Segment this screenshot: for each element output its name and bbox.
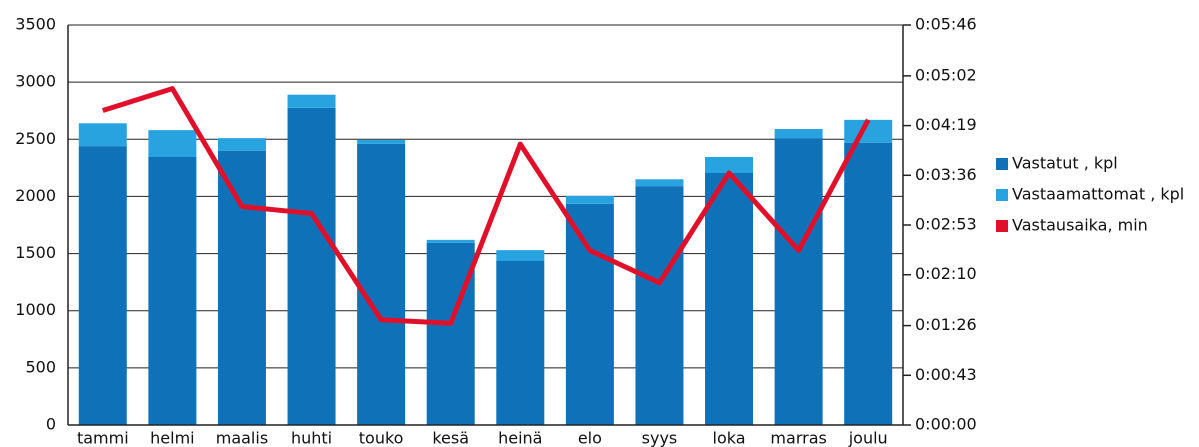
bar	[217, 150, 266, 425]
bar	[774, 138, 823, 425]
x-tick-label: heinä	[498, 429, 542, 447]
y-tick-label: 500	[25, 357, 56, 376]
bar	[844, 119, 893, 143]
y-tick-label: 3500	[15, 15, 56, 34]
bar	[705, 173, 754, 425]
y2-tick-label: 0:00:43	[915, 365, 977, 384]
bar	[148, 157, 197, 425]
y-tick-label: 3000	[15, 72, 56, 91]
bar	[565, 195, 614, 204]
y2-tick-label: 0:05:46	[915, 15, 977, 34]
legend-label: Vastaamattomat , kpl	[1012, 185, 1184, 204]
bar	[635, 186, 684, 425]
y2-tick-label: 0:00:00	[915, 415, 977, 434]
x-tick-label: tammi	[77, 429, 129, 447]
bar	[705, 157, 754, 173]
legend-swatch	[996, 189, 1008, 201]
y-tick-label: 1500	[15, 243, 56, 262]
y2-tick-label: 0:04:19	[915, 115, 977, 134]
bar	[635, 179, 684, 187]
bar	[78, 146, 127, 425]
bar	[565, 203, 614, 425]
bar	[287, 94, 336, 108]
x-tick-label: loka	[713, 429, 746, 447]
bar	[148, 130, 197, 157]
bar	[287, 107, 336, 425]
legend-label: Vastausaika, min	[1012, 216, 1148, 235]
bar	[774, 129, 823, 139]
y-tick-label: 0	[46, 415, 56, 434]
y-tick-label: 1000	[15, 300, 56, 319]
y2-tick-label: 0:05:02	[915, 65, 977, 84]
x-tick-label: syys	[642, 429, 678, 447]
bar	[357, 139, 406, 144]
x-tick-label: helmi	[150, 429, 194, 447]
x-tick-label: marras	[770, 429, 826, 447]
bar	[78, 123, 127, 147]
bar	[496, 250, 545, 261]
bar	[844, 142, 893, 425]
x-tick-label: elo	[578, 429, 602, 447]
y2-tick-label: 0:01:26	[915, 315, 977, 334]
bar	[426, 242, 475, 425]
y2-tick-label: 0:03:36	[915, 165, 977, 184]
bar	[357, 143, 406, 425]
y-tick-label: 2500	[15, 129, 56, 148]
legend-swatch	[996, 158, 1008, 170]
x-tick-label: huhti	[291, 429, 332, 447]
x-tick-label: joulu	[848, 429, 888, 447]
bar	[426, 239, 475, 243]
x-tick-label: touko	[359, 429, 404, 447]
legend-swatch	[996, 220, 1008, 232]
legend-label: Vastatut , kpl	[1012, 154, 1118, 173]
x-tick-label: kesä	[432, 429, 469, 447]
y2-tick-label: 0:02:53	[915, 215, 977, 234]
y-tick-label: 2000	[15, 186, 56, 205]
line	[102, 86, 871, 326]
bar	[217, 138, 266, 151]
y2-tick-label: 0:02:10	[915, 264, 977, 283]
x-tick-label: maalis	[216, 429, 268, 447]
bar	[496, 261, 545, 425]
